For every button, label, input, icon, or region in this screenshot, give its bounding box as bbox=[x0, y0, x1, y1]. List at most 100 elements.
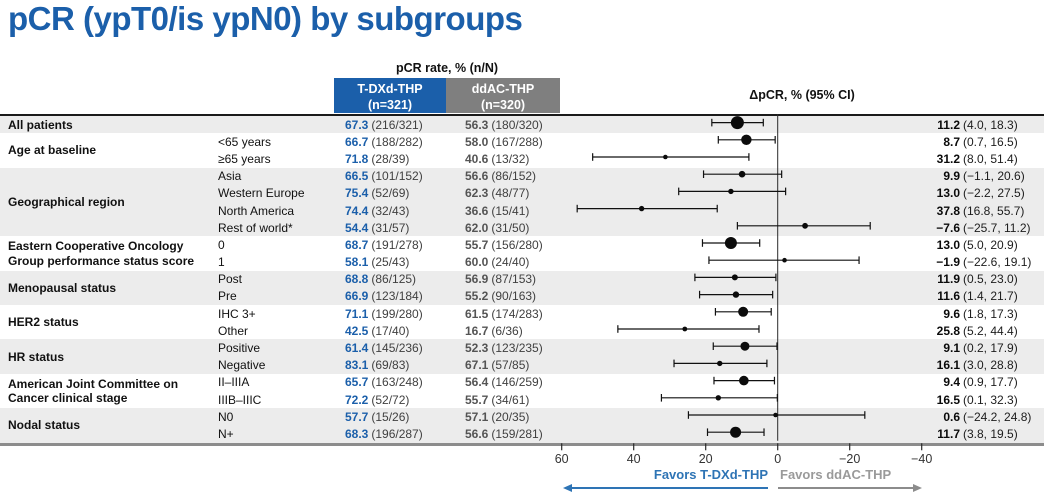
arm2-value: 55.7 (34/61) bbox=[465, 392, 530, 407]
delta-value: −1.9 (−22.6, 19.1) bbox=[936, 255, 1032, 270]
delta-value: 11.9 (0.5, 23.0) bbox=[937, 272, 1018, 287]
arm1-value: 66.5 (101/152) bbox=[345, 169, 423, 184]
arm1-name: T-DXd-THP bbox=[357, 82, 423, 96]
subgroup-label: ≥65 years bbox=[218, 151, 271, 166]
subgroup-label: <65 years bbox=[218, 134, 272, 149]
subgroup-group: Age at baseline <65 years 66.7 (188/282) 58.… bbox=[0, 133, 1044, 167]
arm2-name: ddAC-THP bbox=[471, 82, 535, 96]
arm2-value: 36.6 (15/41) bbox=[465, 203, 530, 218]
arm2-column-header: ddAC-THP (n=320) bbox=[446, 78, 560, 113]
arm1-value: 66.7 (188/282) bbox=[345, 134, 423, 149]
arm1-value: 83.1 (69/83) bbox=[345, 358, 410, 373]
subgroup-label: N+ bbox=[218, 426, 234, 441]
delta-value: 9.6 (1.8, 17.3) bbox=[943, 306, 1018, 321]
page-title: pCR (ypT0/is ypN0) by subgroups bbox=[8, 0, 523, 37]
subgroup-label: Pre bbox=[218, 289, 237, 304]
table-row: IHC 3+ 71.1 (199/280) 61.5 (174/283) 9.6 (1.8,… bbox=[210, 305, 1044, 322]
group-label: Age at baseline bbox=[8, 143, 97, 158]
arm2-value: 58.0 (167/288) bbox=[465, 134, 543, 149]
arm2-value: 56.3 (180/320) bbox=[465, 117, 543, 132]
arm1-value: 72.2 (52/72) bbox=[345, 392, 410, 407]
delta-value: 13.0 (−2.2, 27.5) bbox=[936, 186, 1025, 201]
delta-value: 16.1 (3.0, 28.8) bbox=[936, 358, 1018, 373]
subgroup-group: Nodal status N0 57.7 (15/26) 57.1 (20/35) 0.6(… bbox=[0, 408, 1044, 443]
table-row: Positive 61.4 (145/236) 52.3 (123/235) 9.1 (0.… bbox=[210, 339, 1044, 356]
arm2-value: 62.0 (31/50) bbox=[465, 220, 530, 235]
arm1-value: 58.1 (25/43) bbox=[345, 255, 410, 270]
arm2-value: 56.6 (159/281) bbox=[465, 426, 543, 441]
favors-right-arrow-icon bbox=[778, 484, 922, 492]
delta-value: 11.2 (4.0, 18.3) bbox=[937, 117, 1018, 132]
group-label: American Joint Committee on Cancer clini… bbox=[8, 376, 179, 405]
delta-value: 13.0 (5.0, 20.9) bbox=[936, 237, 1018, 252]
subgroup-label: IHC 3+ bbox=[218, 306, 256, 321]
arm1-value: 68.8 (86/125) bbox=[345, 272, 417, 287]
delta-value: 0.6 (−24.2, 24.8) bbox=[943, 409, 1032, 424]
arm2-value: 56.9 (87/153) bbox=[465, 272, 537, 287]
arm2-value: 40.6 (13/32) bbox=[465, 151, 530, 166]
pcr-rate-header: pCR rate, % (n/N) bbox=[395, 61, 499, 75]
delta-value: 9.4 (0.9, 17.7) bbox=[943, 375, 1018, 390]
arm1-value: 67.3 (216/321) bbox=[345, 117, 423, 132]
delta-column-header: ΔpCR, % (95% CI) bbox=[749, 88, 855, 102]
subgroup-label: Negative bbox=[218, 358, 266, 373]
group-label: Nodal status bbox=[8, 418, 81, 433]
arm2-value: 16.7 (6/36) bbox=[465, 323, 523, 338]
table-row: 0 68.7 (191/278) 55.7 (156/280) 13.0 (5.0, 20.… bbox=[210, 236, 1044, 253]
delta-value: 9.9 (−1.1, 20.6) bbox=[943, 169, 1025, 184]
axis-tick-label: 60 bbox=[554, 452, 569, 466]
favors-right-label: Favors ddAC-THP bbox=[780, 467, 892, 482]
group-label: Eastern Cooperative Oncology Group perfo… bbox=[8, 239, 195, 268]
group-label: Geographical region bbox=[8, 194, 125, 209]
arm2-n: (n=320) bbox=[480, 98, 526, 113]
group-label: Menopausal status bbox=[8, 280, 117, 295]
subgroup-label: Positive bbox=[218, 341, 261, 356]
delta-value: 16.5 (0.1, 32.3) bbox=[936, 392, 1018, 407]
subgroup-label: Rest of world* bbox=[218, 220, 293, 235]
subgroup-label: IIIB–IIIC bbox=[218, 392, 262, 407]
table-row: Asia 66.5 (101/152) 56.6 (86/152) 9.9 (−1.1, 2… bbox=[210, 168, 1044, 185]
subgroup-label: Post bbox=[218, 272, 243, 287]
subgroup-label: II–IIIA bbox=[218, 375, 250, 390]
arm2-value: 61.5 (174/283) bbox=[465, 306, 543, 321]
subgroup-table: All patients 67.3 (216/321) 56.3 (180/320) 11… bbox=[0, 114, 1044, 446]
group-label: HR status bbox=[8, 349, 65, 364]
table-row: Western Europe 75.4 (52/69) 62.3 (48/77) 13.0… bbox=[210, 185, 1044, 202]
table-row: Negative 83.1 (69/83) 67.1 (57/85) 16.1 (3.0, … bbox=[210, 357, 1044, 374]
axis-tick-label: 40 bbox=[626, 452, 641, 466]
arm1-value: 66.9 (123/184) bbox=[345, 289, 423, 304]
arm2-value: 55.2 (90/163) bbox=[465, 289, 537, 304]
table-row: Pre 66.9 (123/184) 55.2 (90/163) 11.6 (1.4, 21… bbox=[210, 288, 1044, 305]
axis-tick-label: 0 bbox=[774, 452, 782, 466]
axis-tick-label: 20 bbox=[698, 452, 713, 466]
group-label: All patients bbox=[8, 117, 73, 132]
arm1-value: 74.4 (32/43) bbox=[345, 203, 410, 218]
arm2-value: 57.1 (20/35) bbox=[465, 409, 530, 424]
subgroup-group: All patients 67.3 (216/321) 56.3 (180/320) 11… bbox=[0, 116, 1044, 134]
delta-value: 37.8 (16.8, 55.7) bbox=[936, 203, 1025, 218]
delta-value: 11.6 (1.4, 21.7) bbox=[937, 289, 1018, 304]
subgroup-group: American Joint Committee on Cancer clini… bbox=[0, 374, 1044, 408]
subgroup-label: N0 bbox=[218, 409, 234, 424]
subgroup-label: 0 bbox=[218, 237, 225, 252]
group-label: HER2 status bbox=[8, 315, 79, 330]
arm2-value: 62.3 (48/77) bbox=[465, 186, 530, 201]
arm2-value: 55.7 (156/280) bbox=[465, 237, 543, 252]
table-row: Post 68.8 (86/125) 56.9 (87/153) 11.9 (0.5, 23… bbox=[210, 271, 1044, 288]
subgroup-label: North America bbox=[218, 203, 295, 218]
table-row: North America 74.4 (32/43) 36.6 (15/41) 37.8(… bbox=[210, 202, 1044, 219]
table-row: N0 57.7 (15/26) 57.1 (20/35) 0.6 (−24.2, 24.8) bbox=[210, 408, 1044, 425]
table-row: <65 years 66.7 (188/282) 58.0 (167/288) 8.7 (0… bbox=[210, 133, 1044, 150]
axis-tick-label: −20 bbox=[839, 452, 861, 466]
subgroup-label: Asia bbox=[218, 169, 242, 184]
arm1-column-header: T-DXd-THP (n=321) bbox=[334, 78, 446, 113]
subgroup-group: Geographical region Asia 66.5 (101/152) 56.6… bbox=[0, 167, 1044, 237]
arm1-value: 65.7 (163/248) bbox=[345, 375, 423, 390]
table-row: IIIB–IIIC 72.2 (52/72) 55.7 (34/61) 16.5 (0.1,… bbox=[210, 391, 1044, 408]
subgroup-group: Eastern Cooperative Oncology Group perfo… bbox=[0, 236, 1044, 270]
arm1-value: 54.4 (31/57) bbox=[345, 220, 410, 235]
table-row: Other 42.5 (17/40) 16.7 (6/36) 25.8 (5.2, 44.4… bbox=[210, 322, 1044, 339]
subgroup-label: Other bbox=[218, 323, 249, 338]
delta-value: 9.1 (0.2, 17.9) bbox=[943, 341, 1018, 356]
